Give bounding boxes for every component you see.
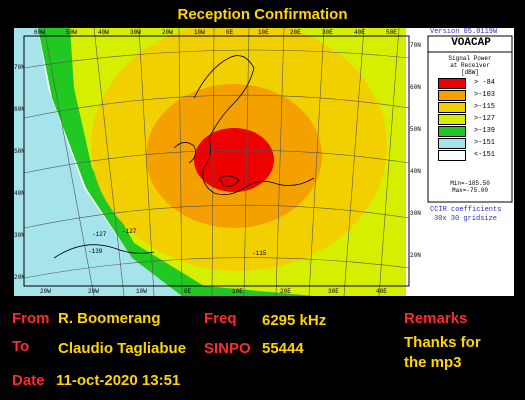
- remarks-value-line: Thanks for: [404, 334, 481, 351]
- legend-swatch: [438, 102, 466, 113]
- min-value: Min=-185.50: [450, 180, 490, 187]
- axis-tick-label: 50N: [410, 126, 421, 133]
- axis-tick-label: 20N: [14, 274, 25, 281]
- legend-item: <-151: [434, 150, 510, 161]
- axis-tick-label: 0E: [226, 29, 234, 36]
- from-value: R. Boomerang: [58, 310, 161, 327]
- coverage-map-graphic: [14, 28, 514, 296]
- axis-tick-label: 20N: [410, 252, 421, 259]
- legend-title-line: Signal Power: [448, 55, 492, 62]
- axis-tick-label: 60W: [34, 29, 45, 36]
- axis-tick-label: 10W: [194, 29, 205, 36]
- axis-tick-label: 70N: [14, 64, 25, 71]
- contour-label: -115: [252, 250, 267, 257]
- legend-title-line: at Receiver: [450, 62, 490, 69]
- axis-tick-label: 20W: [162, 29, 173, 36]
- legend-item: >-127: [434, 114, 510, 125]
- axis-tick-label: 40N: [410, 168, 421, 175]
- legend-label: > -84: [474, 79, 496, 87]
- coefficients-line: CCIR coefficients: [430, 206, 502, 214]
- legend-label: >-127: [474, 115, 496, 123]
- date-label: Date: [12, 372, 45, 389]
- axis-tick-label: 60N: [14, 106, 25, 113]
- coefficients-note: CCIR coefficients 30x 30 gridsize: [430, 206, 514, 224]
- axis-tick-label: 40E: [376, 288, 387, 295]
- page-title: Reception Confirmation: [177, 6, 348, 23]
- legend-swatch: [438, 114, 466, 125]
- axis-tick-label: 20W: [40, 288, 51, 295]
- axis-tick-label: 10E: [232, 288, 243, 295]
- coefficients-line: 30x 30 gridsize: [434, 215, 498, 223]
- min-max: Min=-185.50 Max=-75.00: [428, 180, 512, 194]
- legend-label: >-103: [474, 91, 496, 99]
- contour-label: -127: [92, 231, 107, 238]
- contour-label: -127: [122, 228, 137, 235]
- axis-tick-label: 10E: [258, 29, 269, 36]
- legend-item: >-115: [434, 102, 510, 113]
- legend-label: >-115: [474, 103, 496, 111]
- axis-tick-label: 30N: [14, 232, 25, 239]
- axis-tick-label: 20E: [280, 288, 291, 295]
- to-label: To: [12, 338, 30, 355]
- axis-tick-label: 40E: [354, 29, 365, 36]
- remarks-value-line: the mp3: [404, 354, 462, 371]
- legend-swatch: [438, 90, 466, 101]
- from-label: From: [12, 310, 50, 327]
- axis-tick-label: 30E: [322, 29, 333, 36]
- axis-tick-label: 30N: [410, 210, 421, 217]
- axis-tick-label: 70N: [410, 42, 421, 49]
- date-value: 11-oct-2020 13:51: [56, 372, 181, 389]
- legend-swatch: [438, 78, 466, 89]
- axis-tick-label: 30W: [130, 29, 141, 36]
- legend-swatch: [438, 126, 466, 137]
- version-label: Version 05.0119W: [430, 28, 498, 36]
- legend-label: >-139: [474, 127, 496, 135]
- legend-swatch: [438, 138, 466, 149]
- axis-tick-label: 50W: [66, 29, 77, 36]
- axis-tick-label: 10W: [136, 288, 147, 295]
- sinpo-label: SINPO: [204, 340, 251, 357]
- legend-title: Signal Power at Receiver [dBW]: [428, 55, 512, 76]
- legend-swatch: [438, 150, 466, 161]
- freq-value: 6295 kHz: [262, 312, 327, 329]
- legend-label: >-151: [474, 139, 496, 147]
- legend-item: >-103: [434, 90, 510, 101]
- legend-title-line: [dBW]: [460, 69, 479, 76]
- axis-tick-label: 60N: [410, 84, 421, 91]
- remarks-label: Remarks: [404, 310, 468, 327]
- axis-tick-label: 40N: [14, 190, 25, 197]
- brand-label: VOACAP: [451, 37, 491, 49]
- legend-label: <-151: [474, 151, 496, 159]
- freq-label: Freq: [204, 310, 237, 327]
- legend-item: >-139: [434, 126, 510, 137]
- legend-item: >-151: [434, 138, 510, 149]
- to-value: Claudio Tagliabue: [58, 340, 187, 357]
- axis-tick-label: 30E: [328, 288, 339, 295]
- axis-tick-label: 50E: [386, 29, 397, 36]
- sinpo-value: 55444: [262, 340, 304, 357]
- coverage-map: Version 05.0119W VOACAP Signal Power at …: [14, 28, 514, 296]
- axis-tick-label: 20W: [88, 288, 99, 295]
- axis-tick-label: 40W: [98, 29, 109, 36]
- axis-tick-label: 0E: [184, 288, 192, 295]
- axis-tick-label: 20E: [290, 29, 301, 36]
- contour-label: -139: [88, 248, 103, 255]
- max-value: Max=-75.00: [451, 187, 488, 194]
- axis-tick-label: 50N: [14, 148, 25, 155]
- legend-item: > -84: [434, 78, 510, 89]
